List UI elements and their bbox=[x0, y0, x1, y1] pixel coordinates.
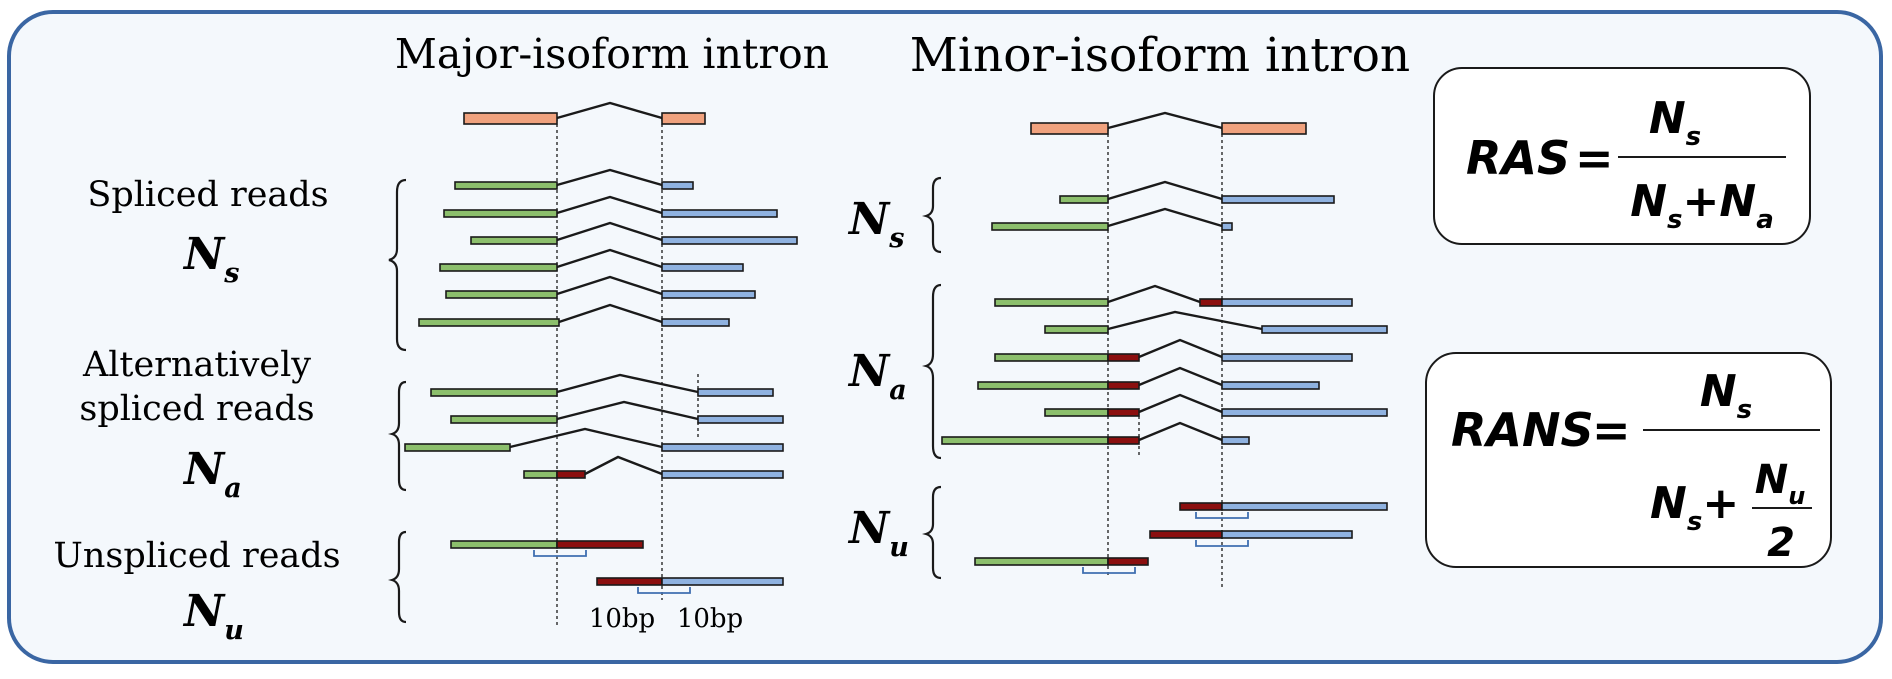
minor-unspliced-reads bbox=[974, 502, 1388, 574]
rans-box bbox=[1425, 352, 1832, 568]
major-exon-left bbox=[463, 112, 558, 125]
major-unspliced-brace bbox=[388, 530, 407, 624]
read bbox=[977, 366, 1320, 390]
major-unspliced-reads bbox=[450, 540, 784, 594]
major-reference-transcript bbox=[463, 101, 706, 125]
unspliced-reads-label: Unspliced reads bbox=[53, 536, 340, 576]
read bbox=[443, 195, 778, 218]
minor-isoform-panel: Ns Na Nu bbox=[847, 111, 1388, 590]
read bbox=[1149, 530, 1353, 539]
read bbox=[941, 421, 1250, 445]
minor-exon-left bbox=[1030, 122, 1109, 135]
ns-symbol-minor: Ns bbox=[847, 194, 904, 254]
minor-spliced-brace bbox=[922, 176, 942, 254]
overlap-bracket bbox=[1195, 540, 1249, 547]
read bbox=[418, 303, 730, 327]
minor-title: Minor-isoform intron bbox=[910, 28, 1410, 83]
minor-unspliced-brace bbox=[922, 485, 942, 580]
rans-name: RANS bbox=[1451, 403, 1594, 457]
alt-spliced-label-line1: Alternatively bbox=[82, 345, 311, 385]
ras-formula-box: RAS = Ns Ns+Na bbox=[1433, 67, 1811, 245]
ns-symbol-major: Ns bbox=[182, 229, 239, 289]
bp-label-right: 10bp bbox=[677, 604, 743, 634]
major-spliced-brace bbox=[388, 178, 407, 352]
minor-alt-spliced-reads bbox=[941, 284, 1388, 445]
minor-exon-right bbox=[1221, 122, 1307, 135]
read bbox=[454, 168, 694, 190]
major-alt-brace bbox=[388, 380, 407, 492]
panel bbox=[7, 10, 1883, 664]
rans-half-numerator: Nu bbox=[1755, 457, 1806, 510]
overlap-bracket bbox=[1195, 512, 1249, 519]
minor-intron-line bbox=[1107, 111, 1223, 130]
bp-label-left: 10bp bbox=[589, 604, 655, 634]
read bbox=[1044, 310, 1388, 334]
na-symbol-minor: Na bbox=[847, 346, 907, 406]
overlap-bracket bbox=[637, 587, 691, 594]
minor-alt-brace bbox=[922, 283, 942, 460]
read bbox=[523, 455, 784, 479]
major-alt-spliced-reads bbox=[404, 373, 784, 479]
read bbox=[470, 221, 798, 245]
read bbox=[1179, 502, 1388, 511]
read bbox=[404, 427, 784, 452]
read bbox=[1059, 180, 1335, 204]
read bbox=[596, 577, 784, 586]
nu-symbol-minor: Nu bbox=[847, 503, 909, 563]
rans-equals: = bbox=[1592, 403, 1631, 457]
ras-numerator: Ns bbox=[1649, 93, 1701, 152]
read bbox=[991, 207, 1233, 231]
overlap-bracket bbox=[1082, 567, 1136, 574]
major-isoform-panel: 10bp 10bp Spliced reads Ns Alternatively… bbox=[53, 101, 798, 646]
ras-denominator: Ns+Na bbox=[1630, 176, 1774, 235]
major-title: Major-isoform intron bbox=[395, 30, 829, 78]
rans-denominator-ns: Ns+ bbox=[1650, 478, 1739, 537]
alt-spliced-label-line2: spliced reads bbox=[79, 389, 314, 429]
major-intron-line bbox=[556, 101, 663, 120]
read bbox=[974, 557, 1149, 566]
minor-spliced-reads bbox=[991, 180, 1335, 231]
read bbox=[994, 338, 1353, 362]
read bbox=[450, 540, 644, 549]
rans-half-denominator: 2 bbox=[1767, 520, 1795, 566]
major-spliced-reads bbox=[418, 168, 798, 327]
na-symbol-major: Na bbox=[182, 444, 242, 504]
read bbox=[1044, 393, 1388, 417]
spliced-reads-label: Spliced reads bbox=[87, 175, 328, 215]
read bbox=[439, 248, 744, 272]
ras-equals: = bbox=[1575, 131, 1614, 185]
rans-numerator: Ns bbox=[1700, 366, 1752, 425]
overlap-bracket bbox=[533, 550, 587, 557]
read bbox=[430, 373, 774, 397]
read bbox=[994, 284, 1353, 307]
read bbox=[450, 400, 784, 424]
minor-reference-transcript bbox=[1030, 111, 1307, 135]
read bbox=[445, 275, 756, 299]
major-exon-right bbox=[661, 112, 706, 125]
rans-formula-box: RANS = Ns Ns+ Nu 2 bbox=[1425, 352, 1832, 568]
ras-name: RAS bbox=[1466, 131, 1570, 185]
nu-symbol-major: Nu bbox=[182, 586, 244, 646]
